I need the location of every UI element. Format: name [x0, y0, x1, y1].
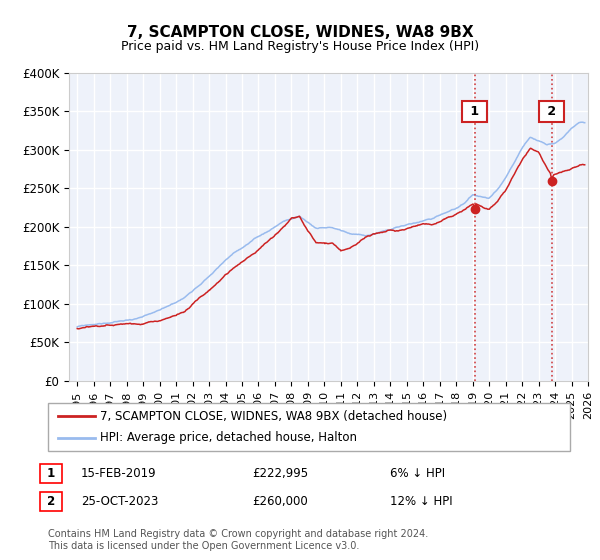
Text: £260,000: £260,000 [252, 494, 308, 508]
Text: 2: 2 [543, 105, 560, 118]
Text: 1: 1 [43, 466, 59, 480]
Text: 12% ↓ HPI: 12% ↓ HPI [390, 494, 452, 508]
Text: 7, SCAMPTON CLOSE, WIDNES, WA8 9BX: 7, SCAMPTON CLOSE, WIDNES, WA8 9BX [127, 25, 473, 40]
Text: HPI: Average price, detached house, Halton: HPI: Average price, detached house, Halt… [100, 431, 357, 445]
Text: 6% ↓ HPI: 6% ↓ HPI [390, 466, 445, 480]
Text: 15-FEB-2019: 15-FEB-2019 [81, 466, 157, 480]
Text: 1: 1 [466, 105, 484, 118]
Text: £222,995: £222,995 [252, 466, 308, 480]
Text: 2: 2 [43, 494, 59, 508]
Text: 25-OCT-2023: 25-OCT-2023 [81, 494, 158, 508]
Text: 7, SCAMPTON CLOSE, WIDNES, WA8 9BX (detached house): 7, SCAMPTON CLOSE, WIDNES, WA8 9BX (deta… [100, 409, 448, 423]
Text: Contains HM Land Registry data © Crown copyright and database right 2024.
This d: Contains HM Land Registry data © Crown c… [48, 529, 428, 551]
FancyBboxPatch shape [48, 403, 570, 451]
Text: Price paid vs. HM Land Registry's House Price Index (HPI): Price paid vs. HM Land Registry's House … [121, 40, 479, 53]
